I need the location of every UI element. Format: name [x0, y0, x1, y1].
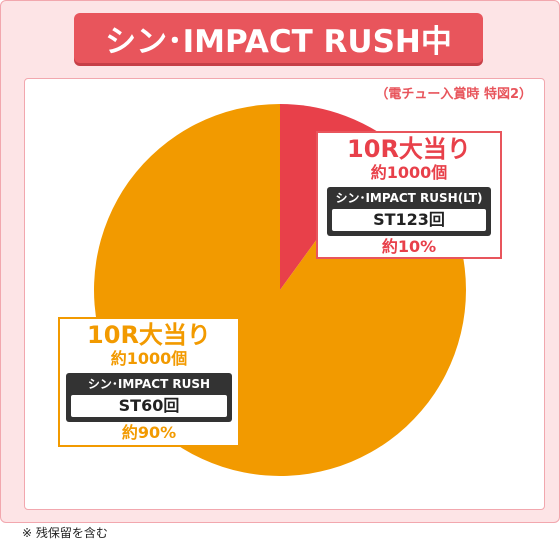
title-bar: シン･IMPACT RUSH中	[74, 13, 483, 63]
slice-label-lt-st: ST123回	[332, 209, 486, 231]
slice-label-rush-mode: シン･IMPACT RUSH	[87, 377, 211, 391]
slice-label-rush-st: ST60回	[71, 395, 227, 417]
slice-label-rush: 10R大当り 約1000個 シン･IMPACT RUSH ST60回 約90%	[58, 317, 240, 447]
slice-label-lt-percent: 約10%	[381, 237, 437, 256]
slice-label-lt-payout: 約1000個	[370, 163, 448, 182]
slice-label-rush-payout: 約1000個	[110, 349, 188, 368]
page-title: シン･IMPACT RUSH中	[105, 23, 452, 60]
slice-label-rush-percent: 約90%	[121, 423, 177, 442]
slice-label-lt-mode: シン･IMPACT RUSH(LT)	[335, 191, 483, 205]
chart-note: （電チュー入賞時 特図2）	[375, 87, 532, 102]
slice-label-lt-mode-box: シン･IMPACT RUSH(LT) ST123回	[327, 187, 491, 236]
slice-label-lt-title: 10R大当り	[347, 135, 471, 163]
slice-label-lt: 10R大当り 約1000個 シン･IMPACT RUSH(LT) ST123回 …	[316, 131, 502, 259]
slice-label-rush-mode-box: シン･IMPACT RUSH ST60回	[66, 373, 232, 422]
slice-label-rush-title: 10R大当り	[87, 321, 211, 349]
footnote: ※ 残保留を含む	[22, 526, 108, 540]
